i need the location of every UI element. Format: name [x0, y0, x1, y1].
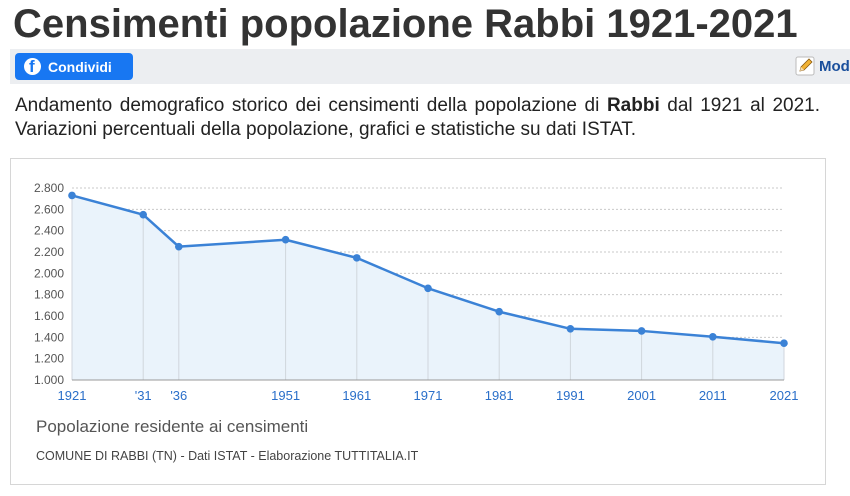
facebook-share-button[interactable]: f Condividi: [15, 53, 133, 80]
y-tick-label: 1.400: [34, 330, 64, 344]
edit-link[interactable]: Mod: [795, 56, 850, 76]
intro-text-before: Andamento demografico storico dei censim…: [15, 95, 607, 116]
x-tick-label: 1961: [342, 388, 371, 403]
data-point: [68, 191, 76, 200]
x-tick-label: '31: [135, 388, 152, 403]
data-point: [780, 339, 788, 347]
data-point: [175, 242, 183, 251]
y-tick-label: 2.600: [34, 202, 64, 216]
facebook-icon: f: [24, 58, 41, 75]
x-tick-label: 1921: [58, 388, 87, 403]
y-tick-label: 2.200: [34, 245, 64, 259]
data-point: [139, 210, 147, 219]
x-tick-label: 2001: [627, 388, 656, 403]
y-tick-label: 1.800: [34, 288, 64, 302]
x-tick-label: 2021: [770, 388, 799, 403]
x-tick-label: '36: [170, 388, 187, 403]
x-tick-label: 1951: [271, 388, 300, 403]
share-button-label: Condividi: [48, 58, 112, 75]
data-point: [424, 284, 432, 293]
data-point: [709, 333, 717, 341]
data-point: [353, 254, 361, 262]
population-chart-svg: 1.000 1.200 1.400 1.600 1.800 2.000 2.200 2.400…: [34, 181, 799, 403]
y-tick-label: 1.000: [34, 373, 64, 387]
data-point: [495, 307, 504, 316]
y-tick-label: 2.800: [34, 181, 64, 195]
y-tick-label: 1.200: [34, 352, 64, 366]
population-chart: 1.000 1.200 1.400 1.600 1.800 2.000 2.200 2.400…: [10, 158, 826, 485]
data-point: [566, 325, 575, 333]
share-toolbar: f Condividi Mod: [10, 49, 850, 84]
data-point: [281, 235, 290, 244]
intro-place-name: Rabbi: [606, 95, 660, 116]
x-tick-label: 1991: [556, 388, 585, 403]
data-point: [637, 327, 646, 335]
intro-paragraph: Andamento demografico storico dei censim…: [15, 94, 820, 142]
pencil-icon: [795, 56, 815, 76]
edit-link-label: Mod: [819, 57, 850, 75]
intro-text-after: dal 1921 al 2021. Variazioni percentuali…: [15, 95, 820, 140]
x-tick-label: 1981: [485, 388, 514, 403]
y-tick-label: 2.400: [34, 224, 64, 238]
area-fill: [72, 195, 784, 380]
page-title: Censimenti popolazione Rabbi 1921-2021: [13, 2, 798, 46]
x-tick-label: 1971: [414, 388, 443, 403]
x-tick-label: 2011: [699, 388, 727, 403]
y-tick-label: 1.600: [34, 309, 64, 323]
chart-title: Popolazione residente ai censimenti: [36, 417, 309, 436]
chart-source: COMUNE DI RABBI (TN) - Dati ISTAT - Elab…: [36, 449, 419, 463]
y-tick-label: 2.000: [34, 266, 64, 280]
